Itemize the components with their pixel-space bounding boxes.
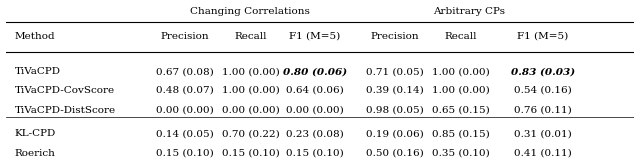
Text: 0.83 (0.03): 0.83 (0.03) — [511, 67, 575, 76]
Text: 0.50 (0.16): 0.50 (0.16) — [366, 149, 424, 158]
Text: TiVaCPD: TiVaCPD — [15, 67, 61, 76]
Text: 1.00 (0.00): 1.00 (0.00) — [222, 67, 280, 76]
Text: 0.23 (0.08): 0.23 (0.08) — [286, 129, 344, 138]
Text: 0.65 (0.15): 0.65 (0.15) — [432, 106, 490, 115]
Text: 0.14 (0.05): 0.14 (0.05) — [156, 129, 214, 138]
Text: 0.54 (0.16): 0.54 (0.16) — [514, 86, 572, 95]
Text: Precision: Precision — [371, 32, 420, 41]
Text: 0.80 (0.06): 0.80 (0.06) — [283, 67, 347, 76]
Text: Roerich: Roerich — [15, 149, 56, 158]
Text: 1.00 (0.00): 1.00 (0.00) — [222, 86, 280, 95]
Text: KL-CPD: KL-CPD — [15, 129, 56, 138]
Text: 0.41 (0.11): 0.41 (0.11) — [514, 149, 572, 158]
Text: 0.19 (0.06): 0.19 (0.06) — [366, 129, 424, 138]
Text: 0.35 (0.10): 0.35 (0.10) — [432, 149, 490, 158]
Text: Recall: Recall — [445, 32, 477, 41]
Text: 0.00 (0.00): 0.00 (0.00) — [156, 106, 214, 115]
Text: 0.31 (0.01): 0.31 (0.01) — [514, 129, 572, 138]
Text: Arbitrary CPs: Arbitrary CPs — [433, 7, 505, 16]
Text: 0.15 (0.10): 0.15 (0.10) — [156, 149, 214, 158]
Text: 1.00 (0.00): 1.00 (0.00) — [432, 67, 490, 76]
Text: 0.76 (0.11): 0.76 (0.11) — [514, 106, 572, 115]
Text: TiVaCPD-CovScore: TiVaCPD-CovScore — [15, 86, 115, 95]
Text: 1.00 (0.00): 1.00 (0.00) — [432, 86, 490, 95]
Text: Method: Method — [15, 32, 55, 41]
Text: 0.71 (0.05): 0.71 (0.05) — [366, 67, 424, 76]
Text: 0.70 (0.22): 0.70 (0.22) — [222, 129, 280, 138]
Text: 0.00 (0.00): 0.00 (0.00) — [286, 106, 344, 115]
Text: F1 (M=5): F1 (M=5) — [517, 32, 568, 41]
Text: 0.15 (0.10): 0.15 (0.10) — [286, 149, 344, 158]
Text: 0.00 (0.00): 0.00 (0.00) — [222, 106, 280, 115]
Text: TiVaCPD-DistScore: TiVaCPD-DistScore — [15, 106, 116, 115]
Text: 0.64 (0.06): 0.64 (0.06) — [286, 86, 344, 95]
Text: 0.15 (0.10): 0.15 (0.10) — [222, 149, 280, 158]
Text: F1 (M=5): F1 (M=5) — [289, 32, 340, 41]
Text: Changing Correlations: Changing Correlations — [190, 7, 310, 16]
Text: Precision: Precision — [161, 32, 209, 41]
Text: 0.98 (0.05): 0.98 (0.05) — [366, 106, 424, 115]
Text: Recall: Recall — [235, 32, 268, 41]
Text: 0.48 (0.07): 0.48 (0.07) — [156, 86, 214, 95]
Text: 0.67 (0.08): 0.67 (0.08) — [156, 67, 214, 76]
Text: 0.39 (0.14): 0.39 (0.14) — [366, 86, 424, 95]
Text: 0.85 (0.15): 0.85 (0.15) — [432, 129, 490, 138]
